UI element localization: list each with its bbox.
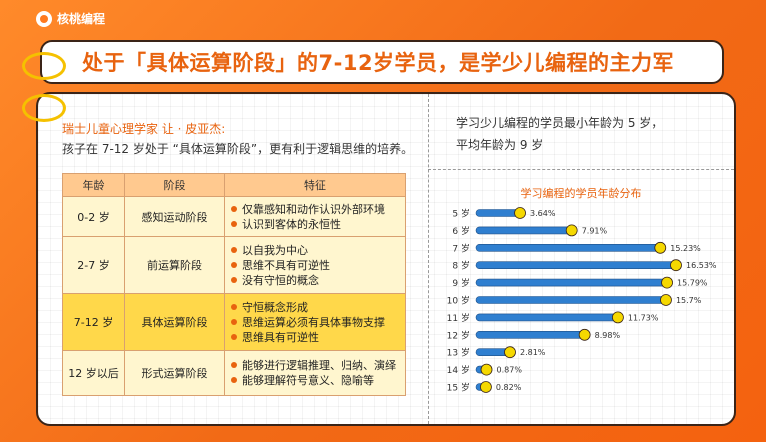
- value-label: 16.53%: [686, 261, 717, 270]
- age-cell: 0-2 岁: [62, 196, 125, 237]
- stage-cell: 形式运算阶段: [124, 350, 225, 396]
- age-cell: 12 岁以后: [62, 350, 125, 396]
- value-label: 7.91%: [582, 226, 608, 235]
- value-label: 0.82%: [496, 383, 522, 392]
- bar-end-marker: [578, 328, 591, 341]
- vertical-divider: [428, 94, 429, 424]
- header-age: 年龄: [62, 173, 125, 197]
- bar: [475, 331, 585, 339]
- category-label: 12 岁: [447, 329, 470, 341]
- category-label: 5 岁: [452, 208, 470, 220]
- value-label: 2.81%: [520, 348, 546, 357]
- feature-item: 思维具有可逆性: [231, 330, 399, 345]
- binder-ring-icon: [22, 94, 66, 122]
- bar-end-marker: [612, 311, 624, 324]
- table-row: 2-7 岁 前运算阶段 以自我为中心 思维不具有可逆性 没有守恒的概念: [62, 236, 406, 294]
- bar-end-marker: [504, 346, 516, 359]
- features-cell: 仅靠感知和动作认识外部环境 认识到客体的永恒性: [224, 196, 406, 237]
- brand-name: 核桃编程: [57, 12, 106, 26]
- quote-text: 孩子在 7-12 岁处于 “具体运算阶段”，更有利于逻辑思维的培养。: [62, 142, 414, 156]
- walnut-logo-icon: [36, 10, 52, 27]
- age-cell: 7-12 岁: [62, 293, 125, 351]
- feature-item: 思维运算必须有具体事物支撑: [231, 315, 399, 330]
- bar: [475, 261, 677, 270]
- bar: [475, 226, 573, 235]
- table-row: 0-2 岁 感知运动阶段 仅靠感知和动作认识外部环境 认识到客体的永恒性: [62, 196, 406, 237]
- title-banner: 处于「具体运算阶段」的7-12岁学员，是学少儿编程的主力军: [40, 40, 724, 84]
- binder-ring-icon: [22, 52, 66, 80]
- stage-cell: 前运算阶段: [124, 236, 225, 294]
- table-row: 12 岁以后 形式运算阶段 能够进行逻辑推理、归纳、演绎 能够理解符号意义、隐喻…: [62, 350, 406, 396]
- category-label: 14 岁: [447, 364, 470, 376]
- feature-item: 能够进行逻辑推理、归纳、演绎: [231, 358, 399, 373]
- age-cell: 2-7 岁: [62, 236, 125, 294]
- header-stage: 阶段: [124, 173, 225, 197]
- features-cell: 能够进行逻辑推理、归纳、演绎 能够理解符号意义、隐喻等: [224, 350, 406, 396]
- category-label: 7 岁: [452, 242, 470, 254]
- piaget-stages-table: 年龄 阶段 特征 0-2 岁 感知运动阶段 仅靠感知和动作认识外部环境 认识到客…: [62, 173, 406, 396]
- stage-cell: 具体运算阶段: [124, 293, 225, 351]
- table-row-highlighted: 7-12 岁 具体运算阶段 守恒概念形成 思维运算必须有具体事物支撑 思维具有可…: [62, 293, 406, 351]
- feature-item: 仅靠感知和动作认识外部环境: [231, 202, 399, 217]
- value-label: 15.79%: [677, 279, 708, 288]
- value-label: 15.23%: [670, 244, 701, 253]
- bar-end-marker: [480, 381, 492, 393]
- content-card: 瑞士儿童心理学家 让 · 皮亚杰: 孩子在 7-12 岁处于 “具体运算阶段”，…: [36, 92, 736, 426]
- feature-item: 认识到客体的永恒性: [231, 217, 399, 232]
- feature-item: 能够理解符号意义、隐喻等: [231, 373, 399, 388]
- category-label: 11 岁: [447, 312, 470, 324]
- age-summary: 学习少儿编程的学员最小年龄为 5 岁， 平均年龄为 9 岁: [456, 112, 663, 156]
- value-label: 11.73%: [628, 313, 659, 322]
- bar-end-marker: [670, 259, 682, 272]
- feature-item: 思维不具有可逆性: [231, 258, 399, 273]
- category-label: 15 岁: [447, 382, 470, 394]
- bar: [475, 243, 661, 252]
- page-title: 处于「具体运算阶段」的7-12岁学员，是学少儿编程的主力军: [82, 51, 675, 75]
- brand-logo: 核桃编程: [36, 10, 105, 27]
- age-summary-line: 平均年龄为 9 岁: [456, 138, 544, 152]
- features-cell: 守恒概念形成 思维运算必须有具体事物支撑 思维具有可逆性: [224, 293, 406, 351]
- table-header-row: 年龄 阶段 特征: [62, 173, 406, 197]
- bar-end-marker: [660, 294, 672, 306]
- bar: [475, 313, 619, 322]
- value-label: 8.98%: [595, 331, 621, 340]
- bar: [475, 278, 668, 287]
- bar-end-marker: [661, 276, 673, 289]
- feature-item: 没有守恒的概念: [231, 273, 399, 288]
- category-label: 9 岁: [452, 277, 470, 289]
- bar-end-marker: [514, 207, 526, 219]
- quote-author: 瑞士儿童心理学家 让 · 皮亚杰:: [62, 122, 226, 136]
- bar: [475, 296, 667, 304]
- stage-cell: 感知运动阶段: [124, 196, 225, 237]
- header-features: 特征: [224, 173, 406, 197]
- horizontal-divider: [428, 169, 734, 170]
- bar-end-marker: [565, 224, 578, 237]
- category-label: 6 岁: [452, 225, 470, 237]
- age-summary-line: 学习少儿编程的学员最小年龄为 5 岁，: [456, 116, 664, 130]
- category-label: 13 岁: [447, 347, 470, 359]
- value-label: 0.87%: [497, 366, 523, 375]
- value-label: 15.7%: [676, 296, 702, 305]
- feature-item: 以自我为中心: [231, 243, 399, 258]
- features-cell: 以自我为中心 思维不具有可逆性 没有守恒的概念: [224, 236, 406, 294]
- chart-title: 学习编程的学员年龄分布: [520, 187, 642, 200]
- feature-item: 守恒概念形成: [231, 300, 399, 315]
- bar-end-marker: [654, 241, 667, 254]
- category-label: 10 岁: [447, 295, 470, 307]
- bar-end-marker: [480, 363, 493, 376]
- value-label: 3.64%: [530, 209, 556, 218]
- category-label: 8 岁: [452, 260, 470, 272]
- bar: [475, 209, 521, 217]
- age-distribution-chart: 5 岁 3.64% 6 岁 7.91% 7 岁 15.23% 8 岁 16.53% 9 岁 15.…: [447, 207, 717, 394]
